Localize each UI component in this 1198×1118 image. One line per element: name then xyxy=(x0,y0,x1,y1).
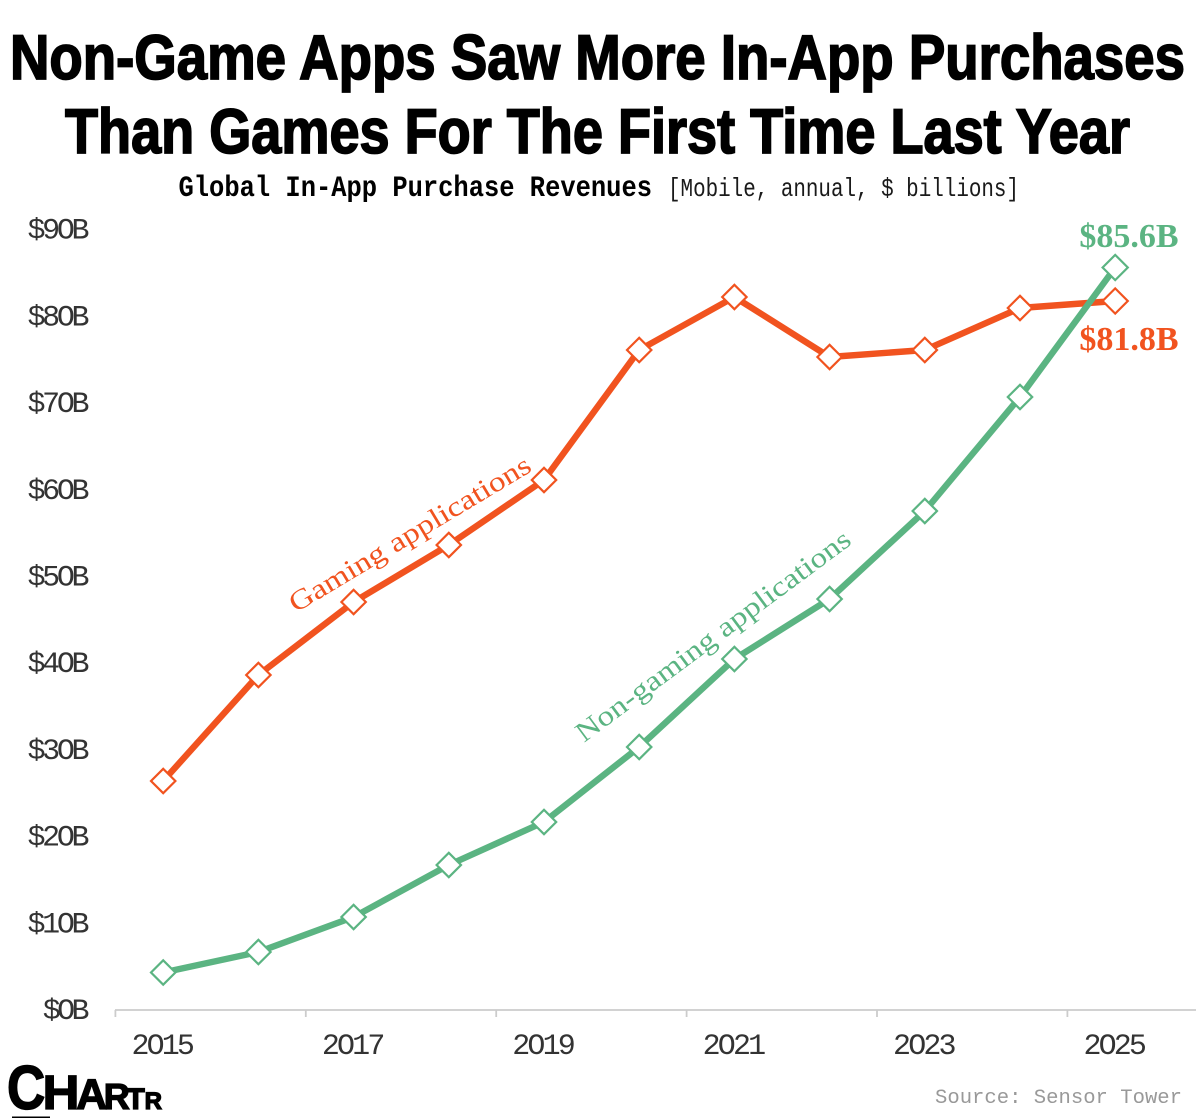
svg-text:R: R xyxy=(145,1088,162,1115)
svg-text:$7OB: $7OB xyxy=(28,388,90,422)
svg-text:Source: Sensor Tower: Source: Sensor Tower xyxy=(935,1087,1182,1110)
svg-text:2O17: 2O17 xyxy=(322,1030,386,1064)
svg-text:2O15: 2O15 xyxy=(131,1030,195,1064)
svg-text:$OB: $OB xyxy=(43,995,90,1029)
svg-text:$6OB: $6OB xyxy=(28,475,90,509)
svg-text:Non-Game Apps Saw More In-App: Non-Game Apps Saw More In-App Purchases xyxy=(10,23,1185,93)
svg-text:T: T xyxy=(126,1083,144,1116)
svg-text:C: C xyxy=(7,1054,46,1118)
svg-text:$5OB: $5OB xyxy=(28,562,90,596)
svg-text:A: A xyxy=(76,1071,107,1118)
svg-text:$4OB: $4OB xyxy=(28,648,90,682)
svg-text:Global In-App Purchase Revenue: Global In-App Purchase Revenues xyxy=(179,172,653,206)
svg-text:2O23: 2O23 xyxy=(893,1030,957,1064)
svg-text:2O19: 2O19 xyxy=(512,1030,576,1064)
svg-text:2O25: 2O25 xyxy=(1083,1030,1147,1064)
svg-text:[Mobile, annual, $ billions]: [Mobile, annual, $ billions] xyxy=(668,174,1019,204)
svg-text:$81.8B: $81.8B xyxy=(1079,321,1178,358)
svg-text:$8OB: $8OB xyxy=(28,301,90,335)
svg-text:H: H xyxy=(43,1066,80,1118)
svg-text:$85.6B: $85.6B xyxy=(1079,218,1178,255)
svg-text:Than Games For The First Time: Than Games For The First Time Last Year xyxy=(65,97,1130,167)
svg-text:2O21: 2O21 xyxy=(703,1030,767,1064)
svg-text:$1OB: $1OB xyxy=(28,908,90,942)
svg-text:$9OB: $9OB xyxy=(28,215,90,249)
svg-text:$2OB: $2OB xyxy=(28,822,90,856)
svg-text:$3OB: $3OB xyxy=(28,735,90,769)
svg-text:R: R xyxy=(104,1076,130,1117)
